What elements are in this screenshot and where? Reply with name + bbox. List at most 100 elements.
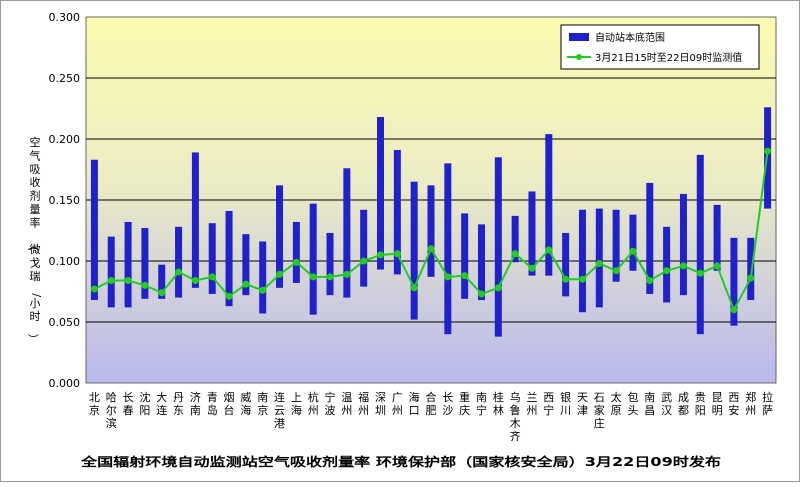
- range-bar: [343, 168, 351, 298]
- range-bar: [158, 264, 166, 299]
- monitor-point: [107, 277, 115, 285]
- monitor-point: [713, 262, 721, 270]
- x-tick-label: 大连: [156, 390, 167, 417]
- y-tick-label: 0.300: [49, 11, 81, 24]
- monitor-point: [124, 277, 132, 285]
- x-tick-label: 沈阳: [139, 390, 150, 417]
- x-tick-label: 长春: [123, 391, 134, 417]
- range-bar: [663, 226, 671, 303]
- legend-label-line: 3月21日15时至22日09时监测值: [595, 51, 742, 64]
- y-tick-label: 0.100: [49, 255, 81, 268]
- range-bar: [309, 203, 317, 315]
- range-bar: [292, 221, 300, 283]
- monitor-point: [612, 267, 620, 275]
- range-bar: [595, 208, 603, 308]
- x-tick-label: 银川: [560, 390, 571, 417]
- monitor-line: [90, 147, 772, 314]
- range-bar: [393, 149, 401, 275]
- range-bar: [90, 159, 98, 301]
- monitor-point: [578, 275, 586, 283]
- monitor-point: [764, 147, 772, 155]
- monitor-point: [477, 290, 485, 298]
- range-bar: [377, 117, 385, 270]
- range-bar: [612, 209, 620, 282]
- x-tick-label: 杭州: [308, 390, 319, 417]
- range-bar: [175, 226, 183, 298]
- monitor-point: [393, 250, 401, 258]
- x-tick-label: 乌鲁木齐: [510, 390, 521, 443]
- monitor-point: [225, 292, 233, 300]
- range-bar: [477, 224, 485, 301]
- range-bar: [646, 182, 654, 294]
- y-tick-label: 0.050: [49, 316, 81, 329]
- range-bar: [208, 223, 216, 294]
- x-tick-label: 郑州: [745, 390, 756, 417]
- x-tick-label: 武汉: [661, 391, 672, 417]
- y-axis-label: 空气吸收剂量率（微戈瑞/小时）: [27, 135, 44, 345]
- monitor-point: [595, 259, 603, 267]
- range-bar: [461, 213, 469, 299]
- legend-swatch-marker: [576, 54, 582, 60]
- range-bar: [276, 185, 284, 288]
- monitor-point: [494, 284, 502, 292]
- x-tick-label: 西宁: [543, 391, 554, 417]
- x-tick-label: 连云港: [274, 391, 285, 430]
- monitor-point: [696, 269, 704, 277]
- x-tick-label: 合肥: [426, 390, 437, 417]
- x-tick-label: 南昌: [644, 391, 655, 417]
- monitor-point: [292, 258, 300, 266]
- range-bar: [191, 152, 199, 288]
- x-tick-label: 北京: [89, 391, 100, 417]
- monitor-point: [208, 273, 216, 281]
- x-tick-label: 海口: [409, 390, 420, 417]
- x-tick-label: 重庆: [459, 390, 470, 417]
- monitor-point: [360, 257, 368, 265]
- monitor-point: [730, 306, 738, 314]
- x-tick-label: 深圳: [375, 391, 386, 417]
- monitor-point: [377, 251, 385, 259]
- x-tick-label: 昆明: [712, 391, 723, 417]
- monitor-point: [663, 267, 671, 275]
- y-tick-label: 0.000: [49, 377, 81, 390]
- range-bar: [528, 191, 536, 276]
- x-tick-label: 贵阳: [695, 391, 706, 417]
- range-bar: [494, 157, 502, 337]
- x-tick-label: 南宁: [476, 391, 487, 417]
- range-bar: [747, 237, 755, 301]
- range-bar: [427, 185, 435, 277]
- monitor-point: [461, 272, 469, 280]
- y-axis-ticks: 0.000 0.050 0.100 0.150 0.200 0.250 0.300: [49, 11, 81, 390]
- monitor-point: [646, 277, 654, 285]
- range-bar: [225, 210, 233, 307]
- y-tick-label: 0.250: [49, 72, 81, 85]
- range-bar: [562, 232, 570, 297]
- x-tick-label: 温州: [341, 391, 352, 417]
- x-tick-label: 长沙: [442, 391, 453, 417]
- monitor-point: [343, 270, 351, 278]
- monitor-point: [141, 281, 149, 289]
- legend-box: [560, 24, 760, 70]
- range-bar: [696, 154, 704, 335]
- range-bar: [629, 214, 637, 271]
- monitor-point: [326, 273, 334, 281]
- monitor-point: [90, 285, 98, 293]
- x-tick-label: 桂林: [493, 390, 504, 417]
- monitor-point: [528, 264, 536, 272]
- monitor-point: [444, 273, 452, 281]
- monitor-point: [158, 289, 166, 297]
- monitor-point: [511, 250, 519, 258]
- y-tick-label: 0.150: [49, 194, 81, 207]
- x-tick-label: 青岛: [207, 391, 218, 417]
- monitor-point: [679, 262, 687, 270]
- x-axis-labels: 北京哈尔滨长春沈阳大连丹东济南青岛烟台威海南京连云港上海杭州宁波温州福州深圳广州…: [89, 390, 773, 443]
- range-bar: [141, 228, 149, 299]
- x-tick-label: 福州: [358, 390, 369, 417]
- range-bar: [511, 215, 519, 263]
- x-tick-label: 天津: [577, 391, 588, 417]
- x-tick-label: 烟台: [224, 390, 235, 417]
- x-tick-label: 兰州: [526, 391, 537, 417]
- monitor-point: [629, 247, 637, 255]
- monitor-point: [175, 268, 183, 276]
